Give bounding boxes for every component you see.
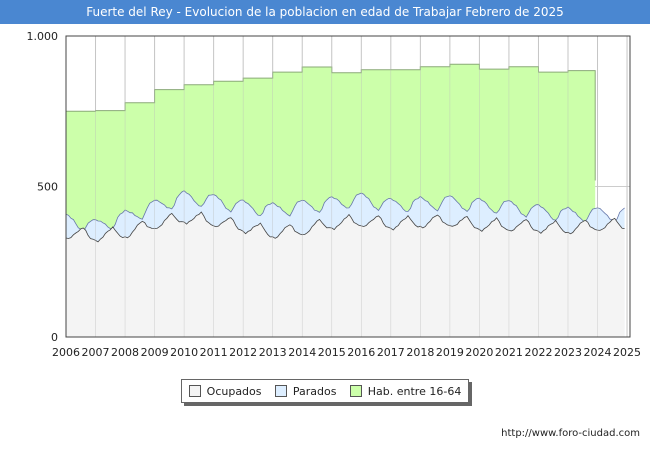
line-parados	[65, 190, 625, 233]
legend-item-parados: Parados	[274, 384, 337, 398]
x-tick-label-2024: 2024	[584, 346, 612, 359]
legend-swatch-hab	[349, 385, 362, 397]
legend-label-hab: Hab. entre 16-64	[367, 384, 462, 398]
x-tick-label-2016: 2016	[347, 346, 375, 359]
x-tick-label-2012: 2012	[229, 346, 257, 359]
y-tick-label-500: 500	[37, 181, 58, 194]
x-tick-label-2023: 2023	[554, 346, 582, 359]
chart-title: Fuerte del Rey - Evolucion de la poblaci…	[0, 0, 650, 24]
x-tick-label-2018: 2018	[406, 346, 434, 359]
legend-label-ocupados: Ocupados	[206, 384, 262, 398]
x-tick-label-2006: 2006	[52, 346, 80, 359]
tick-labels: 2006 2007 2008 2009 2010 2011 2012 2013 2014 2015…	[27, 30, 642, 359]
x-tick-label-2020: 2020	[465, 346, 493, 359]
x-tick-label-2014: 2014	[288, 346, 316, 359]
x-tick-label-2021: 2021	[495, 346, 523, 359]
x-tick-label-2019: 2019	[436, 346, 464, 359]
x-tick-label-2015: 2015	[318, 346, 346, 359]
legend-item-ocupados: Ocupados	[188, 384, 262, 398]
x-tick-label-2017: 2017	[377, 346, 405, 359]
x-tick-label-2022: 2022	[524, 346, 552, 359]
x-tick-label-2025: 2025	[613, 346, 641, 359]
line-ocupados	[65, 211, 625, 243]
plot-frame	[65, 35, 631, 338]
legend-swatch-parados	[274, 385, 287, 397]
x-tick-label-2013: 2013	[259, 346, 287, 359]
x-tick-label-2007: 2007	[82, 346, 110, 359]
x-tick-label-2011: 2011	[200, 346, 228, 359]
y-tick-label-1000: 1.000	[27, 30, 59, 43]
chart-areas	[65, 36, 628, 338]
x-tick-label-2010: 2010	[170, 346, 198, 359]
legend-item-hab: Hab. entre 16-64	[349, 384, 462, 398]
area-ocupados	[66, 212, 625, 337]
chart-axes	[65, 35, 631, 338]
source-url[interactable]: http://www.foro-ciudad.com	[501, 428, 640, 439]
legend-label-parados: Parados	[292, 384, 337, 398]
x-tick-label-2008: 2008	[111, 346, 139, 359]
y-tick-label-0: 0	[51, 331, 58, 344]
legend: Ocupados Parados Hab. entre 16-64	[181, 379, 469, 403]
x-tick-label-2009: 2009	[141, 346, 169, 359]
legend-swatch-ocupados	[188, 385, 201, 397]
